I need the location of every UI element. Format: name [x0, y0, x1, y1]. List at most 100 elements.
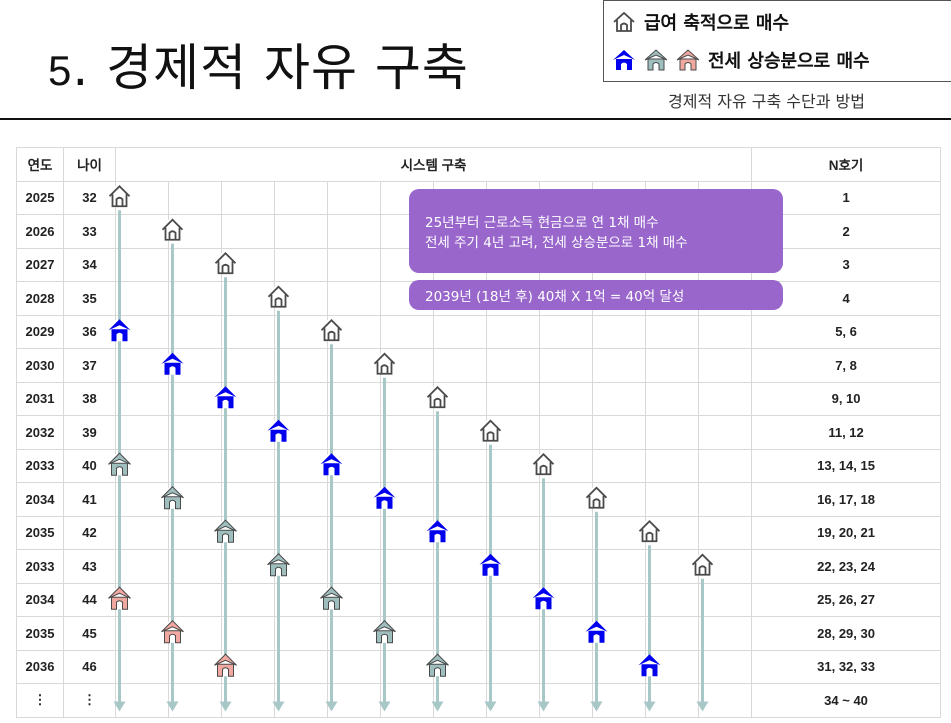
system-cell	[115, 616, 169, 651]
system-cell	[274, 381, 328, 416]
cell-year: 2034	[16, 482, 64, 517]
system-cell	[221, 381, 275, 416]
system-cell	[115, 247, 169, 282]
cell-n: 16, 17, 18	[751, 482, 941, 517]
system-cell	[592, 415, 646, 450]
system-cell	[380, 482, 434, 517]
system-cell	[115, 482, 169, 517]
system-cell	[168, 381, 222, 416]
system-cell	[168, 515, 222, 550]
note-line-3: 2039년 (18년 후) 40채 X 1억 = 40억 달성	[425, 289, 685, 305]
cell-n: 22, 23, 24	[751, 549, 941, 584]
system-cell	[645, 582, 699, 617]
system-cell	[327, 348, 381, 383]
header-year: 연도	[16, 147, 64, 182]
cell-year: 2025	[16, 180, 64, 215]
cell-n: 13, 14, 15	[751, 448, 941, 483]
title-divider	[0, 118, 951, 120]
system-cell	[327, 549, 381, 584]
system-cell	[168, 314, 222, 349]
cell-age: 33	[63, 214, 116, 249]
system-cell	[539, 616, 593, 651]
system-cell	[645, 515, 699, 550]
system-cell	[221, 415, 275, 450]
system-cell	[592, 314, 646, 349]
system-cell	[592, 649, 646, 684]
system-cell	[592, 482, 646, 517]
system-cell	[380, 683, 434, 718]
system-cell	[327, 515, 381, 550]
system-cell	[433, 582, 487, 617]
table-header-row: 연도 나이 시스템 구축 N호기	[16, 147, 941, 182]
cell-year: 2026	[16, 214, 64, 249]
cell-year: 2036	[16, 649, 64, 684]
cell-n: 34 ~ 40	[751, 683, 941, 718]
system-cell	[221, 281, 275, 316]
system-cell	[168, 281, 222, 316]
cell-n: 11, 12	[751, 415, 941, 450]
system-cell	[274, 515, 328, 550]
system-cell	[380, 381, 434, 416]
plan-table-wrapper: 연도 나이 시스템 구축 N호기 2025 32 1 2026 33 2 2027 34 3 20…	[16, 147, 941, 718]
system-cell	[592, 683, 646, 718]
cell-age: 43	[63, 549, 116, 584]
cell-n: 25, 26, 27	[751, 582, 941, 617]
cell-year: 2034	[16, 582, 64, 617]
table-row: 2036 46 31, 32, 33	[16, 649, 941, 684]
cell-year: 2035	[16, 515, 64, 550]
system-cell	[115, 582, 169, 617]
system-cell	[327, 281, 381, 316]
system-cell	[592, 381, 646, 416]
system-cell	[327, 616, 381, 651]
system-cell	[274, 482, 328, 517]
system-cell	[486, 314, 540, 349]
system-cell	[115, 515, 169, 550]
system-cell	[274, 582, 328, 617]
table-row: ⋮ ⋮ 34 ~ 40	[16, 683, 941, 718]
system-cell	[327, 482, 381, 517]
system-cell	[221, 616, 275, 651]
system-cell	[486, 448, 540, 483]
system-cell	[433, 515, 487, 550]
system-cell	[327, 582, 381, 617]
legend-subtitle: 경제적 자유 구축 수단과 방법	[668, 92, 865, 111]
cell-n: 7, 8	[751, 348, 941, 383]
system-cell	[274, 247, 328, 282]
system-cell	[221, 314, 275, 349]
cell-year: ⋮	[16, 683, 64, 718]
system-cell	[486, 582, 540, 617]
system-cell	[433, 448, 487, 483]
system-cell	[221, 549, 275, 584]
system-cell	[327, 381, 381, 416]
cell-n: 28, 29, 30	[751, 616, 941, 651]
system-cell	[168, 683, 222, 718]
system-cell	[645, 616, 699, 651]
system-cell	[115, 649, 169, 684]
system-cell	[274, 415, 328, 450]
system-cell	[327, 683, 381, 718]
system-cell	[697, 582, 753, 617]
note-line-2: 전세 주기 4년 고려, 전세 상승분으로 1채 매수	[425, 235, 688, 251]
system-cell	[645, 381, 699, 416]
system-cell	[380, 616, 434, 651]
system-cell	[168, 214, 222, 249]
cell-year: 2028	[16, 281, 64, 316]
system-cell	[645, 415, 699, 450]
cell-age: ⋮	[63, 683, 116, 718]
system-cell	[539, 582, 593, 617]
system-cell	[168, 649, 222, 684]
system-cell	[168, 582, 222, 617]
system-cell	[486, 381, 540, 416]
system-cell	[274, 348, 328, 383]
system-cell	[380, 314, 434, 349]
header-system: 시스템 구축	[114, 147, 753, 182]
system-cell	[645, 448, 699, 483]
cell-age: 32	[63, 180, 116, 215]
system-cell	[168, 448, 222, 483]
system-cell	[274, 616, 328, 651]
system-cell	[433, 381, 487, 416]
cell-n: 31, 32, 33	[751, 649, 941, 684]
cell-age: 45	[63, 616, 116, 651]
cell-year: 2027	[16, 247, 64, 282]
system-cell	[115, 448, 169, 483]
